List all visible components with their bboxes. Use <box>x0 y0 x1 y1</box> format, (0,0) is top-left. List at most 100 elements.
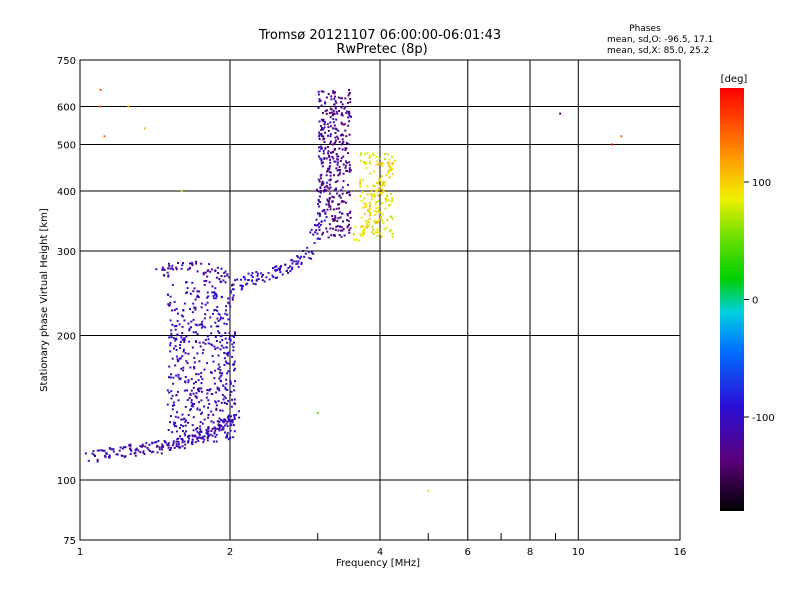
echo-point <box>336 163 339 166</box>
echo-point <box>198 433 201 436</box>
echo-point <box>223 395 226 398</box>
x-tick-label: 2 <box>227 547 233 558</box>
echo-point <box>333 97 336 100</box>
echo-point <box>225 382 228 385</box>
echo-point <box>380 193 383 196</box>
echo-point <box>322 152 325 155</box>
echo-point <box>215 408 218 411</box>
echo-point <box>151 441 154 444</box>
echo-point <box>233 389 236 392</box>
echo-point <box>385 200 388 203</box>
echo-point <box>210 393 213 396</box>
echo-point <box>231 288 234 291</box>
echo-point <box>373 170 375 173</box>
echo-point <box>185 281 188 283</box>
echo-point <box>338 194 341 197</box>
echo-point <box>103 449 106 452</box>
echo-point <box>329 135 332 138</box>
colorbar-tick-label: -100 <box>752 413 775 424</box>
echo-point <box>225 422 228 425</box>
echo-point <box>201 320 204 323</box>
echo-point <box>96 460 99 463</box>
echo-point <box>167 274 170 277</box>
echo-point <box>377 209 380 212</box>
echo-point <box>321 165 324 168</box>
echo-point <box>329 227 332 230</box>
echo-point <box>203 418 206 421</box>
echo-point <box>386 153 389 156</box>
echo-point <box>376 182 379 185</box>
echo-point <box>320 145 323 148</box>
echo-point <box>322 161 324 164</box>
echo-point <box>202 441 205 444</box>
echo-point <box>144 445 147 448</box>
echo-point <box>210 430 213 432</box>
echo-point <box>342 134 345 137</box>
echo-point <box>161 443 164 446</box>
echo-point <box>190 399 193 402</box>
echo-point <box>360 216 363 219</box>
echo-point <box>308 257 311 259</box>
echo-point <box>130 449 133 452</box>
echo-point <box>206 433 209 436</box>
echo-point <box>217 363 220 366</box>
echo-point <box>215 440 218 443</box>
echo-point <box>172 337 175 340</box>
echo-point <box>274 268 277 271</box>
echo-point <box>320 159 323 162</box>
echo-point <box>325 96 328 99</box>
echo-point <box>222 426 225 429</box>
echo-point <box>227 351 230 354</box>
echo-point <box>342 172 345 175</box>
echo-point <box>380 162 383 165</box>
plot-grid <box>79 59 681 541</box>
echo-point <box>195 381 197 383</box>
echo-point <box>363 161 366 163</box>
echo-point <box>372 232 375 235</box>
echo-point <box>332 196 335 199</box>
echo-point <box>134 454 137 457</box>
echo-point <box>327 134 329 137</box>
echo-point <box>96 449 99 452</box>
echo-point <box>346 183 349 186</box>
echo-point <box>219 369 222 372</box>
echo-point <box>329 205 332 208</box>
echo-point <box>227 297 230 300</box>
echo-point <box>385 174 388 177</box>
echo-point <box>200 262 203 265</box>
echo-point <box>324 131 326 134</box>
echo-point <box>272 267 274 269</box>
echo-point <box>199 425 202 428</box>
echo-point <box>346 219 348 222</box>
echo-point <box>182 366 185 369</box>
echo-point <box>228 338 231 341</box>
y-tick-label: 75 <box>63 536 76 547</box>
echo-point <box>212 312 214 315</box>
echo-point <box>227 362 230 365</box>
echo-point <box>183 302 186 305</box>
echo-point <box>340 121 343 124</box>
colorbar-tick-label: 100 <box>752 178 771 189</box>
echo-point <box>134 451 137 454</box>
echo-point <box>354 225 357 228</box>
echo-point <box>224 281 227 284</box>
echo-point <box>202 348 205 351</box>
echo-point <box>318 228 321 231</box>
echo-point <box>177 440 180 443</box>
echo-point <box>620 135 623 138</box>
echo-point <box>192 290 195 293</box>
echo-point <box>226 434 229 437</box>
echo-point <box>313 242 316 245</box>
echo-point <box>318 195 321 198</box>
echo-point <box>201 352 204 355</box>
echo-point <box>161 268 164 271</box>
echo-point <box>223 357 226 360</box>
echo-point <box>338 234 341 236</box>
echo-point <box>191 346 194 349</box>
echo-point <box>331 155 334 158</box>
echo-point <box>341 192 344 195</box>
echo-point <box>220 296 223 299</box>
echo-point <box>340 143 343 146</box>
echo-point <box>225 323 228 326</box>
echo-point <box>332 219 335 222</box>
